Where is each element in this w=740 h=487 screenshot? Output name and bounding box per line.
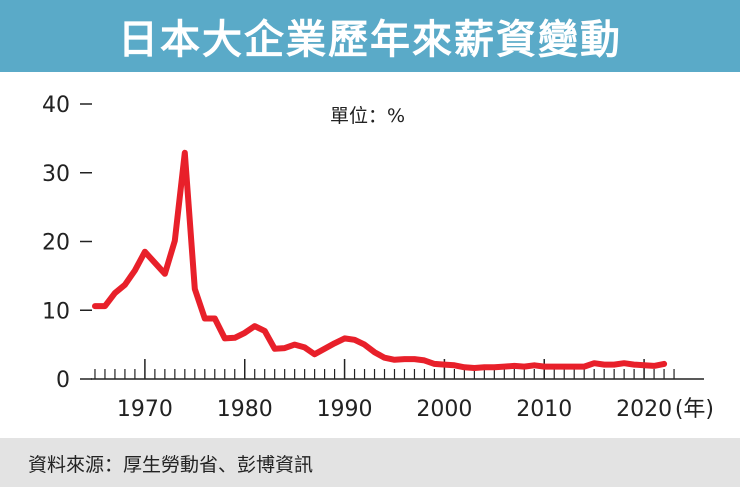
data-point: [631, 361, 637, 368]
y-tick-label: 40: [42, 93, 70, 118]
data-point: [282, 345, 288, 351]
data-point: [152, 260, 158, 266]
data-point: [521, 364, 527, 370]
data-point: [401, 356, 408, 362]
data-point: [481, 364, 487, 370]
data-point: [361, 342, 368, 348]
data-point: [561, 364, 567, 370]
data-point: [661, 361, 667, 367]
data-point: [182, 150, 188, 156]
data-point: [491, 364, 497, 370]
data-point: [132, 267, 138, 273]
data-point: [92, 303, 98, 309]
data-point: [371, 349, 378, 355]
y-tick-label: 0: [56, 368, 70, 393]
data-point: [341, 335, 348, 342]
data-point: [541, 364, 547, 370]
plot-area: 0 10 20 30 40 1970 1980 1990 2000 2010 2020 (年) 單位：%: [0, 72, 740, 438]
unit-label: 單位：%: [330, 105, 405, 127]
line-chart: 0 10 20 30 40 1970 1980 1990 2000 2010 2020 (年) 單位：%: [42, 93, 714, 422]
x-tick-label: 2020: [616, 397, 672, 422]
data-point: [232, 335, 238, 341]
data-point: [102, 303, 108, 309]
data-point: [312, 351, 318, 357]
data-point: [351, 337, 358, 343]
data-point: [441, 361, 448, 368]
data-point: [242, 330, 248, 336]
data-point: [262, 328, 268, 334]
data-point: [571, 364, 577, 370]
data-point: [601, 361, 607, 368]
data-point: [272, 346, 278, 352]
data-point: [421, 357, 428, 364]
data-point: [641, 362, 647, 368]
x-tick-label: 2010: [516, 397, 572, 422]
x-axis-label: (年): [675, 397, 714, 422]
x-tick-label: 1990: [317, 397, 373, 422]
data-point: [611, 361, 617, 368]
title-bar: 日本大企業歷年來薪資變動: [0, 0, 740, 72]
data-point: [591, 360, 597, 366]
data-point: [222, 335, 228, 342]
y-tick-label: 10: [42, 299, 70, 324]
data-point: [252, 323, 258, 329]
data-point: [212, 315, 218, 322]
data-point: [112, 290, 118, 296]
data-point: [162, 271, 168, 277]
data-point: [621, 360, 627, 366]
data-point: [322, 346, 328, 352]
data-point: [581, 364, 587, 370]
data-point: [381, 355, 388, 361]
chart-title: 日本大企業歷年來薪資變動: [118, 17, 622, 63]
data-point: [122, 282, 128, 288]
data-point: [471, 365, 477, 371]
data-point: [142, 249, 148, 255]
data-point: [411, 356, 418, 362]
data-point: [511, 363, 517, 369]
source-note: 資料來源：厚生勞動省、彭博資訊: [28, 454, 314, 476]
x-tick-label: 1980: [217, 397, 273, 422]
data-point: [651, 363, 657, 369]
data-point: [302, 344, 308, 350]
data-point: [531, 362, 537, 368]
y-tick-label: 30: [42, 162, 70, 187]
series-line: [92, 149, 668, 371]
data-point: [501, 364, 507, 370]
data-point: [202, 315, 208, 322]
data-point: [451, 362, 457, 368]
data-point: [192, 286, 198, 292]
data-point: [172, 238, 178, 244]
footer: 資料來源：厚生勞動省、彭博資訊: [0, 438, 740, 487]
data-point: [551, 364, 557, 370]
x-tick-label: 2000: [416, 397, 472, 422]
data-point: [461, 364, 467, 370]
x-tick-label: 1970: [117, 397, 173, 422]
y-tick-label: 20: [42, 231, 70, 256]
data-point: [331, 340, 338, 346]
data-point: [431, 361, 438, 367]
data-point: [391, 357, 398, 363]
data-point: [292, 342, 298, 348]
